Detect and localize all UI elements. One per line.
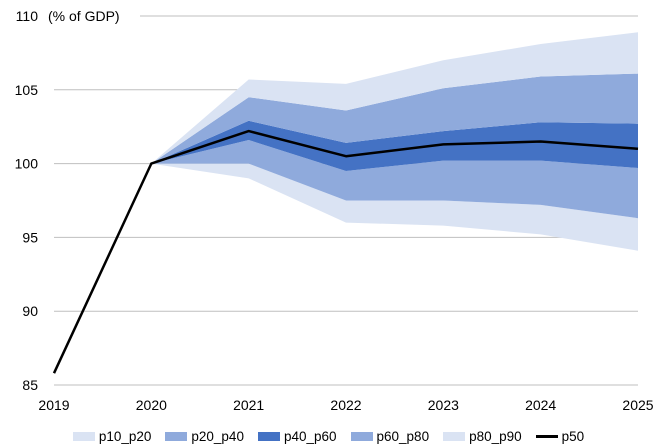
y-axis-ticks: 85 90 95 100 105 110 bbox=[15, 8, 39, 393]
x-tick-label: 2020 bbox=[136, 397, 167, 413]
band-p20_p40 bbox=[151, 140, 639, 219]
y-tick-label: 95 bbox=[22, 229, 38, 245]
legend-swatch bbox=[257, 431, 280, 441]
legend-item-p20-p40: p20_p40 bbox=[165, 429, 244, 444]
y-tick-label: 105 bbox=[15, 82, 39, 98]
x-tick-label: 2023 bbox=[428, 397, 459, 413]
legend-swatch bbox=[350, 431, 373, 441]
x-tick-label: 2024 bbox=[525, 397, 556, 413]
y-tick-label: 90 bbox=[22, 303, 38, 319]
band-p60_p80 bbox=[151, 73, 639, 164]
legend-label: p20_p40 bbox=[191, 428, 244, 444]
legend-item-p10-p20: p10_p20 bbox=[72, 428, 152, 444]
legend: p10_p20 p20_p40 p40_p60 p60_p80 p80_p90 … bbox=[0, 424, 657, 448]
x-tick-label: 2025 bbox=[622, 397, 653, 413]
legend-label: p50 bbox=[561, 428, 585, 444]
legend-swatch bbox=[535, 434, 558, 438]
percentile-bands bbox=[151, 32, 639, 251]
legend-swatch bbox=[165, 431, 188, 441]
legend-item-p60-p80: p60_p80 bbox=[350, 428, 430, 444]
y-tick-label: 100 bbox=[15, 156, 39, 172]
legend-item-p50: p50 bbox=[535, 428, 585, 444]
legend-item-p40-p60: p40_p60 bbox=[257, 428, 337, 444]
legend-swatch bbox=[72, 431, 95, 441]
legend-label: p40_p60 bbox=[283, 428, 337, 444]
legend-label: p10_p20 bbox=[98, 428, 152, 444]
x-axis-ticks: 2019 2020 2021 2022 2023 2024 2025 bbox=[38, 397, 653, 413]
x-tick-label: 2021 bbox=[233, 397, 264, 413]
y-axis-label: (% of GDP) bbox=[48, 8, 120, 24]
x-tick-label: 2019 bbox=[38, 397, 69, 413]
fan-chart: 85 90 95 100 105 110 2019 2020 2021 2022 2023 2024… bbox=[15, 8, 654, 413]
legend-label: p80_p90 bbox=[469, 428, 522, 444]
x-tick-label: 2022 bbox=[330, 397, 361, 413]
median-line-group bbox=[52, 129, 639, 374]
legend-swatch bbox=[443, 431, 466, 441]
y-tick-label: 85 bbox=[22, 377, 38, 393]
y-tick-label: 110 bbox=[16, 8, 39, 24]
p50-line bbox=[52, 129, 639, 374]
band-p40_p60 bbox=[151, 120, 639, 171]
legend-label: p60_p80 bbox=[376, 428, 430, 444]
band-p10_p20 bbox=[151, 163, 639, 251]
band-p80_p90 bbox=[151, 32, 639, 164]
legend-item-p80-p90: p80_p90 bbox=[443, 429, 522, 444]
